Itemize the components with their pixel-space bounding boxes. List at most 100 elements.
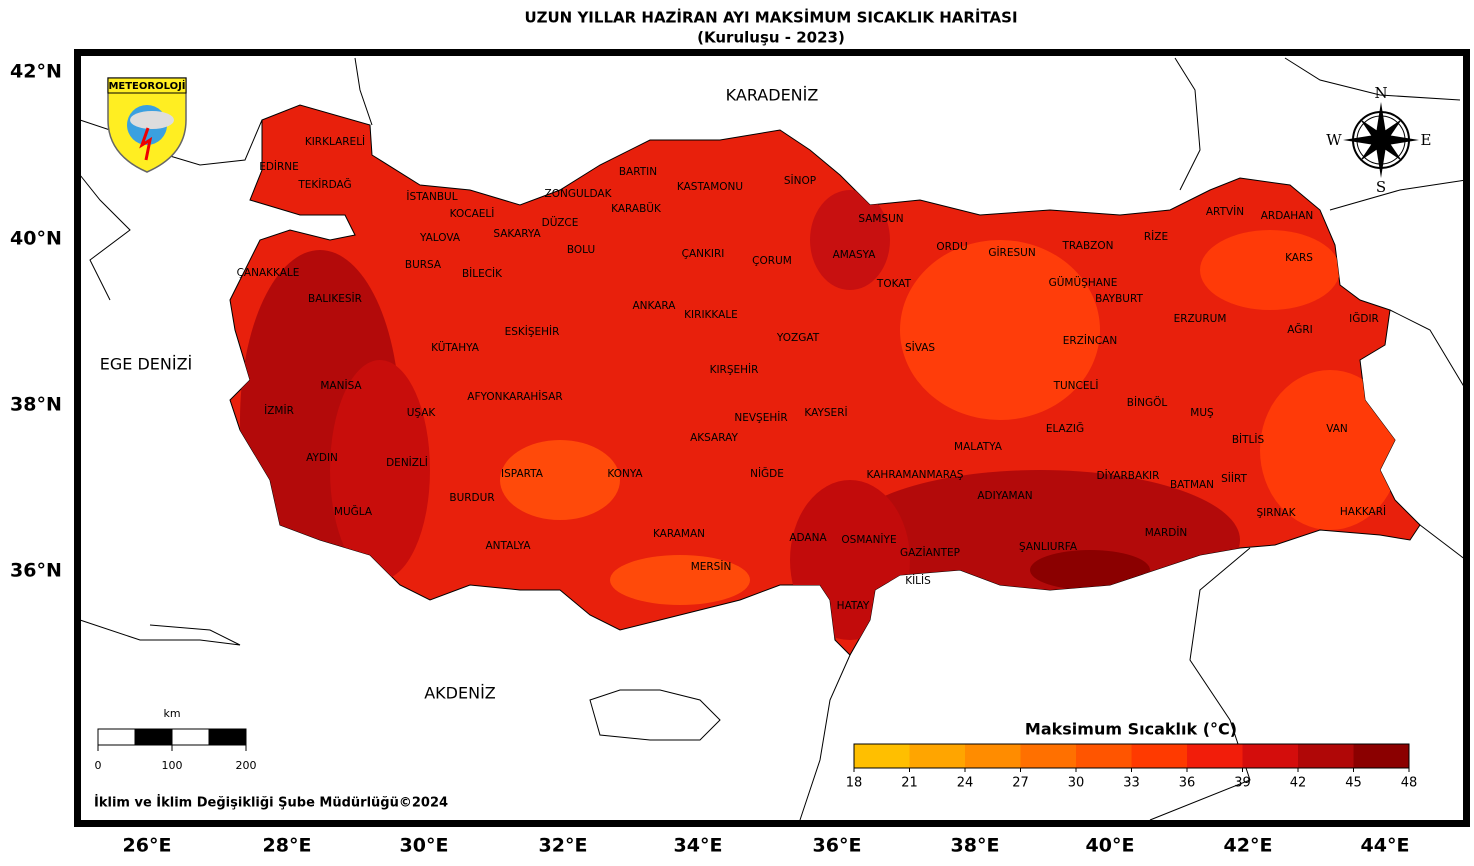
province-label: BARTIN — [619, 166, 657, 178]
compass-s: S — [1376, 178, 1386, 196]
cool-zone — [900, 240, 1100, 420]
province-label: UŞAK — [407, 407, 437, 419]
province-label: BİTLİS — [1232, 433, 1265, 446]
scale-unit: km — [163, 707, 180, 720]
province-label: ERZURUM — [1174, 313, 1227, 325]
logo: METEOROLOJİ — [107, 77, 187, 173]
province-label: AKSARAY — [690, 432, 738, 444]
map-title: UZUN YILLAR HAZİRAN AYI MAKSİMUM SICAKLI… — [524, 8, 1017, 27]
province-label: ŞANLIURFA — [1019, 541, 1078, 553]
province-label: ANTALYA — [485, 540, 531, 552]
colorbar-segment — [854, 744, 910, 768]
logo-text: METEOROLOJİ — [108, 78, 185, 92]
province-label: BALIKESİR — [308, 292, 362, 305]
province-label: MANİSA — [320, 379, 362, 392]
province-label: SİİRT — [1221, 472, 1247, 485]
lon-label: 28°E — [263, 835, 312, 857]
lon-label: 32°E — [539, 835, 588, 857]
colorbar-tick-label: 42 — [1290, 776, 1307, 791]
province-label: ESKİŞEHİR — [505, 325, 560, 338]
compass-n: N — [1374, 84, 1387, 102]
colorbar-tick-label: 27 — [1012, 776, 1029, 791]
lon-label: 40°E — [1086, 835, 1135, 857]
province-label: SAMSUN — [858, 213, 903, 225]
colorbar-segment — [1353, 744, 1409, 768]
province-label: ÇANAKKALE — [237, 267, 300, 279]
province-label: KAYSERİ — [804, 406, 847, 419]
sea-label: AKDENİZ — [424, 684, 496, 703]
province-label: KAHRAMANMARAŞ — [867, 469, 964, 481]
province-label: TOKAT — [876, 278, 912, 290]
lon-label: 38°E — [951, 835, 1000, 857]
province-label: DİYARBAKIR — [1097, 469, 1160, 482]
lat-label: 42°N — [10, 61, 62, 83]
province-label: KARAMAN — [653, 528, 705, 540]
colorbar-tick-label: 21 — [901, 776, 918, 791]
province-label: BİNGÖL — [1127, 396, 1168, 409]
province-label: ERZİNCAN — [1063, 334, 1117, 347]
sea-label: EGE DENİZİ — [100, 355, 193, 374]
province-label: MUŞ — [1190, 407, 1214, 419]
lon-label: 26°E — [123, 835, 172, 857]
province-label: KÜTAHYA — [431, 341, 480, 354]
province-label: RİZE — [1144, 230, 1168, 243]
colorbar-tick-label: 36 — [1179, 776, 1196, 791]
colorbar-tick-label: 45 — [1345, 776, 1362, 791]
province-label: BURSA — [405, 259, 442, 271]
scale-tick-label: 100 — [162, 759, 183, 772]
cool-zone — [1260, 370, 1400, 530]
lon-label: 36°E — [813, 835, 862, 857]
province-label: VAN — [1326, 423, 1348, 435]
province-label: KIRKLARELİ — [305, 135, 365, 148]
province-label: KIRIKKALE — [684, 309, 738, 321]
province-label: ZONGULDAK — [545, 188, 613, 200]
compass-e: E — [1421, 131, 1432, 149]
province-label: İZMİR — [264, 404, 294, 417]
province-label: NEVŞEHİR — [734, 411, 787, 424]
hot-zone — [1030, 550, 1150, 590]
province-label: EDİRNE — [259, 160, 299, 173]
colorbar-tick-label: 33 — [1123, 776, 1140, 791]
scale-tick-label: 200 — [236, 759, 257, 772]
colorbar-tick-label: 48 — [1401, 776, 1418, 791]
colorbar-segment — [1242, 744, 1298, 768]
province-label: MALATYA — [954, 441, 1003, 453]
province-label: TEKİRDAĞ — [297, 178, 351, 191]
lon-label: 34°E — [674, 835, 723, 857]
scale-bar: km — [97, 707, 247, 746]
province-label: ADIYAMAN — [977, 490, 1032, 502]
province-label: ISPARTA — [501, 468, 544, 480]
province-label: KONYA — [607, 468, 643, 480]
province-label: AFYONKARAHİSAR — [467, 390, 562, 403]
province-label: KİLİS — [905, 574, 931, 587]
province-label: OSMANİYE — [841, 533, 896, 546]
province-label: TUNCELİ — [1053, 379, 1099, 392]
province-label: KARS — [1285, 252, 1313, 264]
sea-label: KARADENİZ — [726, 86, 819, 105]
colorbar-segment — [909, 744, 965, 768]
hot-zone — [330, 360, 430, 580]
province-labels: KIRKLARELİ EDİRNE TEKİRDAĞ İSTANBUL ZONGULDA… — [237, 135, 1387, 612]
province-label: BURDUR — [449, 492, 494, 504]
province-label: MUĞLA — [334, 505, 373, 518]
footer: İklim ve İklim Değişikliği Şube Müdürlüğ… — [94, 795, 448, 811]
province-label: TRABZON — [1062, 240, 1114, 252]
province-label: ORDU — [936, 241, 967, 253]
province-label: HAKKARİ — [1340, 505, 1386, 518]
province-label: KARABÜK — [611, 202, 662, 215]
hot-zone — [810, 190, 890, 290]
colorbar: 18 21 24 27 30 33 36 39 42 45 48 — [846, 743, 1418, 791]
province-label: BATMAN — [1170, 479, 1214, 491]
colorbar-segment — [1298, 744, 1354, 768]
colorbar-segment — [1020, 744, 1076, 768]
colorbar-tick-label: 30 — [1068, 776, 1085, 791]
lon-label: 44°E — [1361, 835, 1410, 857]
cool-zone — [500, 440, 620, 520]
province-label: GİRESUN — [988, 246, 1035, 259]
lon-label: 30°E — [400, 835, 449, 857]
province-label: ADANA — [789, 532, 827, 544]
province-label: NİĞDE — [750, 467, 784, 480]
colorbar-tick-label: 39 — [1234, 776, 1251, 791]
lon-label: 42°E — [1224, 835, 1273, 857]
